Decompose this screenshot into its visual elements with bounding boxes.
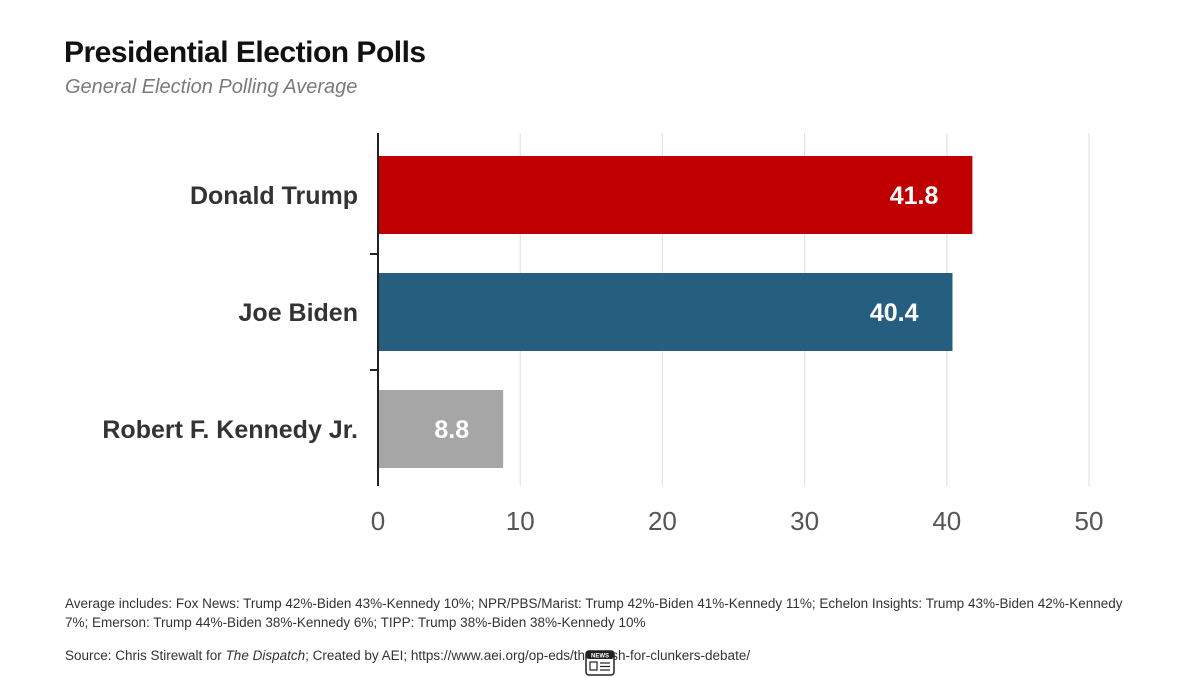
bar-value-label: 41.8 (890, 182, 939, 210)
y-axis (370, 133, 379, 486)
category-label: Donald Trump (190, 182, 358, 210)
news-icon-label: NEWS (591, 654, 609, 660)
bar-value-label: 8.8 (434, 416, 469, 444)
x-tick-label: 0 (371, 506, 385, 536)
source-suffix: ; Created by AEI; https://www.aei.org/op… (305, 648, 751, 663)
chart-subtitle: General Election Polling Average (65, 76, 358, 98)
x-tick-label: 10 (506, 506, 535, 536)
bar (378, 156, 973, 234)
x-tick-label: 30 (790, 506, 819, 536)
bar (378, 390, 504, 468)
polls-footnote: Average includes: Fox News: Trump 42%-Bi… (65, 596, 1123, 630)
x-tick-label: 40 (932, 506, 961, 536)
source-prefix: Source: Chris Stirewalt for (65, 648, 226, 663)
source-publication: The Dispatch (225, 648, 306, 663)
bars (378, 156, 973, 468)
category-label: Joe Biden (239, 299, 358, 327)
labels: 0 10 20 30 40 50 41.8 Donald Trump 40.4 Joe Biden… (102, 182, 1103, 536)
x-tick-label: 20 (648, 506, 677, 536)
bar (378, 273, 953, 351)
source-note: Source: Chris Stirewalt for The Dispatch… (65, 648, 750, 663)
chart-title: Presidential Election Polls (64, 36, 426, 69)
news-icon: NEWS (585, 650, 615, 676)
category-label: Robert F. Kennedy Jr. (102, 416, 358, 444)
bar-value-label: 40.4 (870, 299, 919, 327)
x-tick-label: 50 (1075, 506, 1104, 536)
